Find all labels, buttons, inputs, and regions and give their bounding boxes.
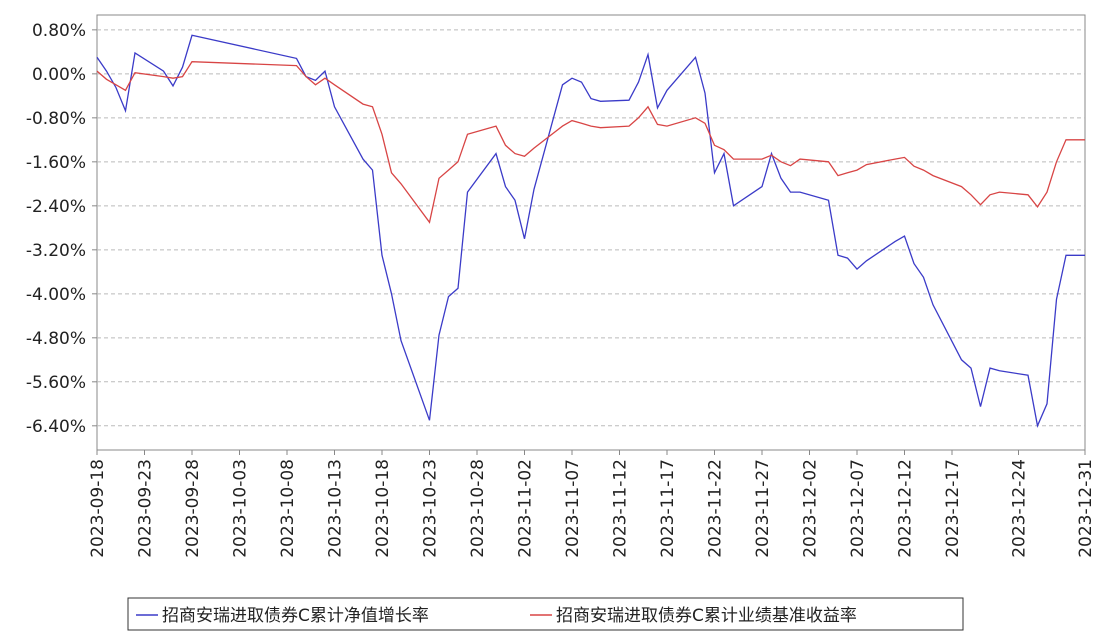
y-tick-label: -2.40% (26, 197, 86, 217)
x-tick-label: 2023-11-27 (753, 459, 773, 558)
x-tick-label: 2023-10-23 (421, 459, 441, 558)
x-tick-label: 2023-11-12 (611, 459, 631, 558)
series-line (96, 61, 1085, 224)
x-tick-label: 2023-09-23 (136, 459, 156, 558)
legend-box (127, 597, 964, 631)
y-tick-label: -3.20% (26, 241, 86, 261)
series-line (96, 34, 1085, 429)
x-tick-label: 2023-10-18 (373, 459, 393, 558)
y-tick-label: -4.00% (26, 285, 86, 305)
x-tick-label: 2023-12-31 (1076, 459, 1096, 558)
x-tick-label: 2023-09-18 (88, 459, 108, 558)
x-tick-label: 2023-10-08 (278, 459, 298, 558)
x-tick-label: 2023-11-22 (706, 459, 726, 558)
y-tick-label: 0.80% (32, 21, 86, 41)
y-tick-label: -0.80% (26, 109, 86, 129)
y-tick-label: 0.00% (32, 65, 86, 85)
y-tick-label: -1.60% (26, 153, 86, 173)
x-tick-label: 2023-12-02 (801, 459, 821, 558)
x-tick-label: 2023-11-17 (658, 459, 678, 558)
y-tick-label: -6.40% (26, 417, 86, 437)
x-tick-label: 2023-10-03 (231, 459, 251, 558)
x-tick-label: 2023-11-07 (563, 459, 583, 558)
x-tick-label: 2023-12-12 (896, 459, 916, 558)
x-tick-label: 2023-12-24 (1010, 459, 1030, 558)
x-tick-label: 2023-09-28 (183, 459, 203, 558)
plot-frame (96, 14, 1086, 451)
y-tick-label: -4.80% (26, 329, 86, 349)
y-tick-label: -5.60% (26, 373, 86, 393)
x-tick-label: 2023-12-17 (943, 459, 963, 558)
x-tick-label: 2023-11-02 (516, 459, 536, 558)
x-tick-label: 2023-10-13 (326, 459, 346, 558)
x-tick-label: 2023-12-07 (848, 459, 868, 558)
legend-label: 招商安瑞进取债券C累计净值增长率 (162, 606, 429, 626)
legend-label: 招商安瑞进取债券C累计业绩基准收益率 (556, 606, 857, 626)
x-tick-label: 2023-10-28 (468, 459, 488, 558)
